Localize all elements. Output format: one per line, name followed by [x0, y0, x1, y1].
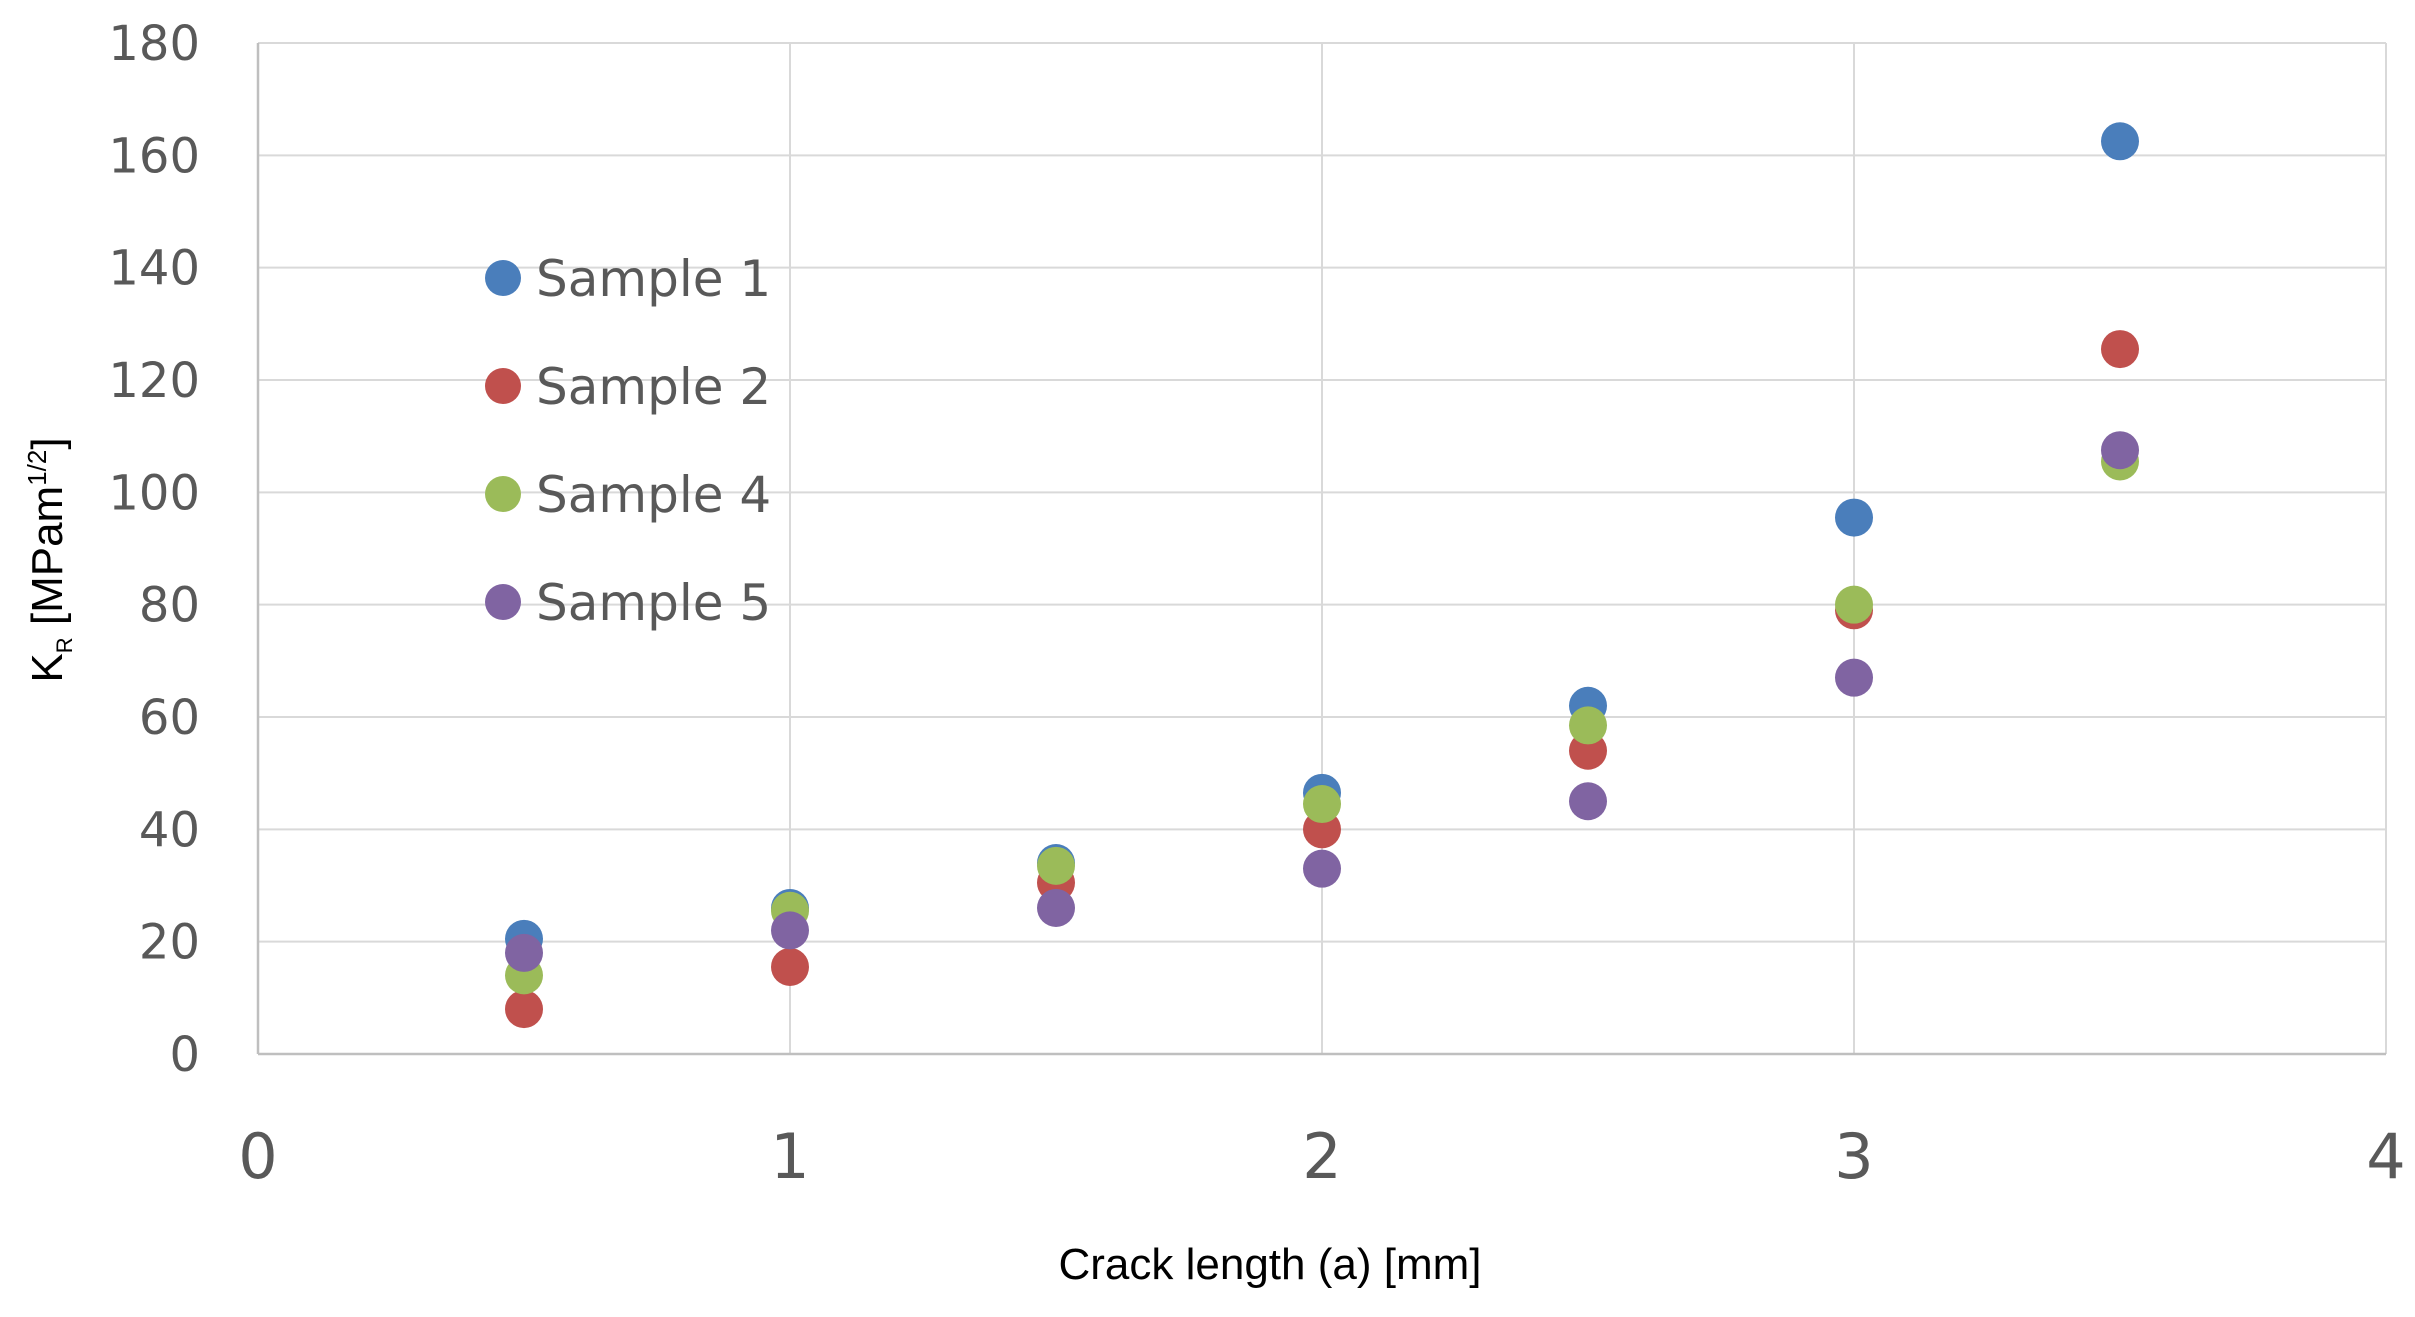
- x-tick-label-0: 0: [238, 1120, 277, 1193]
- x-tick-label-3: 3: [1834, 1120, 1873, 1193]
- point-series-3-2: [1037, 846, 1075, 885]
- point-series-1-6: [2101, 122, 2139, 161]
- y-axis-title-unit-superscript: 1/2: [22, 450, 52, 486]
- y-axis-title-unit-close: ]: [23, 437, 72, 449]
- tick-labels: 0 20 40 60 80 100 120 140 160 180 0 1 2 3 4: [108, 16, 2405, 1193]
- y-tick-label-4: 80: [139, 578, 200, 634]
- legend-label-3: Sample 4: [536, 466, 771, 524]
- point-series-3-3: [1303, 785, 1341, 824]
- legend-label-1: Sample 1: [536, 250, 771, 308]
- point-series-4-3: [1303, 849, 1341, 888]
- y-axis-title: KR [MPam1/2]: [22, 437, 77, 682]
- legend-marker-3: [485, 476, 521, 512]
- legend-item-4: Sample 5: [485, 574, 771, 632]
- series-4: [505, 431, 2139, 972]
- legend-item-3: Sample 4: [485, 466, 771, 524]
- y-tick-label-3: 60: [139, 690, 200, 746]
- x-tick-label-2: 2: [1302, 1120, 1341, 1193]
- axes: [256, 43, 2386, 1056]
- y-tick-label-5: 100: [108, 465, 200, 521]
- y-tick-label-2: 40: [139, 802, 200, 858]
- legend-marker-1: [485, 260, 521, 296]
- legend: Sample 1 Sample 2 Sample 4 Sample 5: [485, 250, 771, 632]
- point-series-4-4: [1569, 782, 1607, 821]
- y-axis-title-unit: [MPam: [23, 486, 72, 638]
- point-series-4-5: [1835, 658, 1873, 697]
- legend-marker-4: [485, 584, 521, 620]
- y-axis-title-subscript: R: [52, 637, 77, 653]
- legend-item-1: Sample 1: [485, 250, 771, 308]
- y-axis-title-main: K: [23, 653, 72, 682]
- data-points: [505, 122, 2139, 1029]
- point-series-2-0: [505, 990, 543, 1029]
- point-series-4-6: [2101, 431, 2139, 470]
- point-series-4-2: [1037, 888, 1075, 927]
- y-tick-label-0: 0: [169, 1027, 200, 1083]
- point-series-1-5: [1835, 498, 1873, 537]
- legend-label-2: Sample 2: [536, 358, 771, 416]
- legend-marker-2: [485, 368, 521, 404]
- y-tick-label-1: 20: [139, 915, 200, 971]
- point-series-4-1: [771, 911, 809, 950]
- point-series-2-1: [771, 947, 809, 986]
- x-axis-title: Crack length (a) [mm]: [1059, 1240, 1482, 1289]
- legend-label-4: Sample 5: [536, 574, 771, 632]
- point-series-2-6: [2101, 330, 2139, 369]
- point-series-3-5: [1835, 585, 1873, 624]
- x-tick-label-4: 4: [2366, 1120, 2405, 1193]
- y-tick-label-8: 160: [108, 128, 200, 184]
- legend-item-2: Sample 2: [485, 358, 771, 416]
- point-series-3-4: [1569, 706, 1607, 745]
- x-tick-label-1: 1: [770, 1120, 809, 1193]
- point-series-4-0: [505, 933, 543, 972]
- grid: [258, 42, 2387, 1054]
- y-tick-label-9: 180: [108, 16, 200, 72]
- y-tick-label-6: 120: [108, 353, 200, 409]
- y-tick-label-7: 140: [108, 241, 200, 297]
